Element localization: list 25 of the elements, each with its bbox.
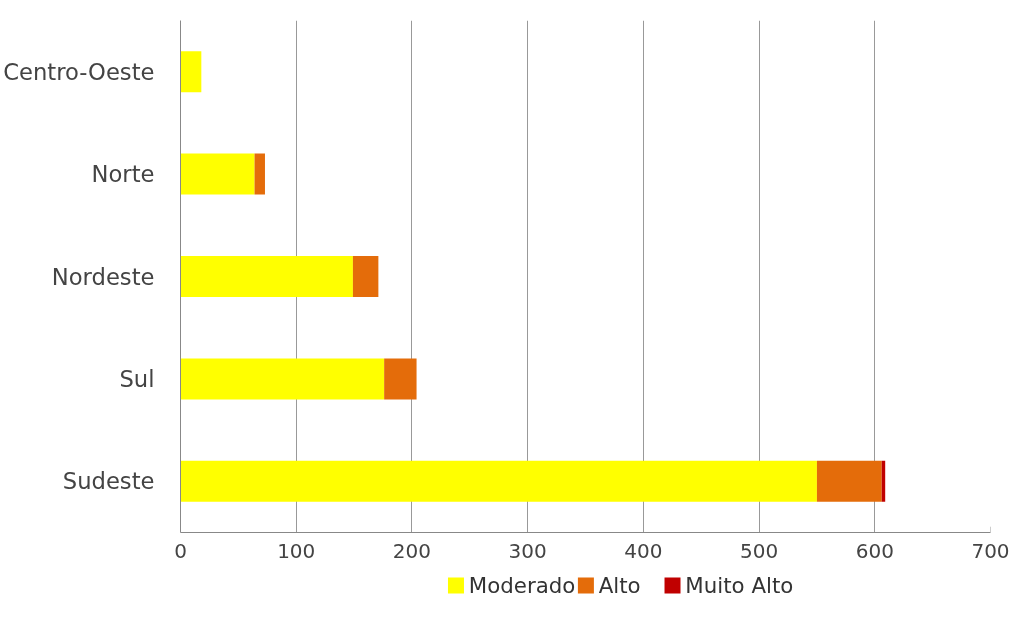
y-tick-label: Norte xyxy=(91,161,155,188)
x-tick-label: 400 xyxy=(624,538,663,563)
bar xyxy=(180,256,353,297)
legend-label: Alto xyxy=(598,573,641,598)
legend-label: Moderado xyxy=(468,573,576,598)
y-tick-label: Sudeste xyxy=(62,468,155,495)
x-tick-label: 0 xyxy=(174,538,187,563)
bar xyxy=(180,460,817,502)
x-tick-label: 300 xyxy=(508,538,547,563)
y-tick-label: Sul xyxy=(119,365,155,392)
bar xyxy=(352,256,379,297)
x-tick-label: 700 xyxy=(971,538,1010,563)
x-tick-label: 500 xyxy=(739,538,779,563)
legend-label: Muito Alto xyxy=(685,573,794,598)
y-tick-label: Centro-Oeste xyxy=(3,58,155,85)
x-tick-label: 600 xyxy=(855,538,894,563)
bar xyxy=(384,358,417,400)
bar xyxy=(180,51,202,93)
bar xyxy=(816,460,882,502)
x-tick-label: 200 xyxy=(392,538,432,563)
x-tick-label: 100 xyxy=(277,538,316,563)
y-tick-label: Nordeste xyxy=(51,263,155,290)
bar xyxy=(180,153,255,195)
bar xyxy=(180,358,385,400)
bar xyxy=(254,153,265,195)
